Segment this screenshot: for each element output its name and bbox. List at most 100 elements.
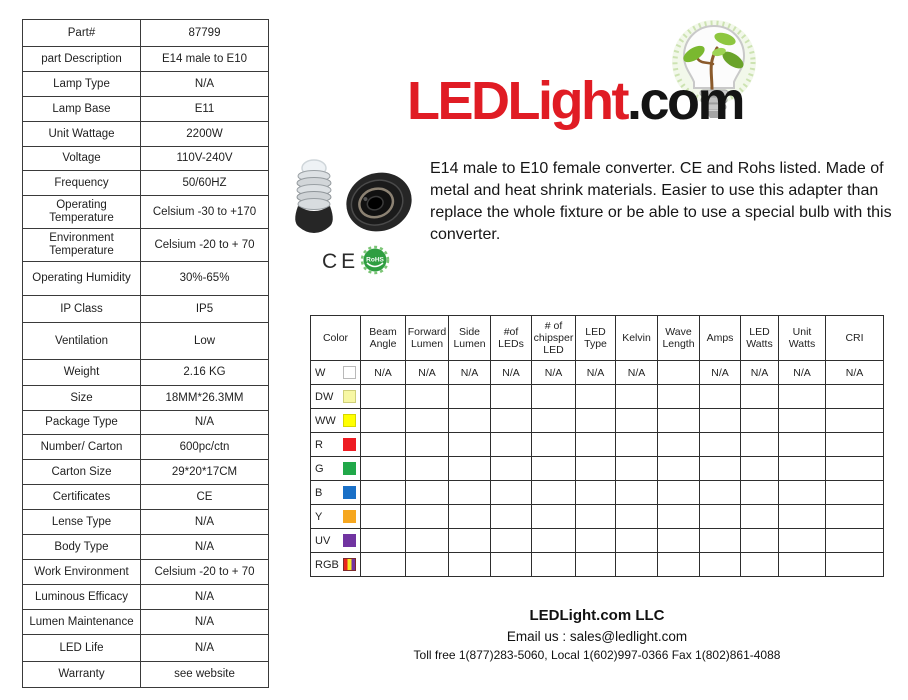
spec-value: 2.16 KG: [183, 366, 226, 378]
spec-table: Part# 87799 part Description E14 male to E1…: [22, 19, 269, 688]
color-table-header-cell: Beam Angle: [360, 315, 406, 361]
spec-row: Size 18MM*26.3MM: [23, 385, 268, 410]
color-table-value-cell: [657, 456, 700, 481]
color-table-value-cell: [405, 408, 449, 433]
color-table-value-cell: [360, 552, 406, 577]
product-photo: CE RoHS: [295, 159, 412, 275]
color-table-row: B: [310, 480, 884, 505]
color-table-body: W N/A N/A N/A N/A N/A N/A N/A N/A N/A N/A N/A DW WW R G…: [310, 360, 884, 577]
spec-row: Lamp Type N/A: [23, 71, 268, 96]
color-table-value-cell: [575, 480, 616, 505]
color-table-value-cell: [490, 552, 532, 577]
color-table-value-cell: N/A: [360, 360, 406, 385]
color-table-value-cell: [360, 528, 406, 553]
color-table-value-cell: [360, 432, 406, 457]
color-table-value-cell: [575, 456, 616, 481]
color-table-value-cell: [615, 504, 658, 529]
color-table-header-cell: LED Watts: [740, 315, 779, 361]
color-table-value-cell: [615, 432, 658, 457]
color-code-cell: G: [310, 456, 361, 481]
color-swatch: [343, 486, 356, 499]
color-code-cell: Y: [310, 504, 361, 529]
color-table-value-cell: [575, 408, 616, 433]
brand-name-dark: .com: [626, 71, 746, 131]
spec-row: Warranty see website: [23, 661, 268, 687]
color-table-row: Y: [310, 504, 884, 529]
color-table-value-cell: [740, 384, 779, 409]
spec-value: 29*20*17CM: [171, 465, 238, 478]
color-table-value-cell: [615, 408, 658, 433]
spec-value: N/A: [194, 590, 215, 603]
color-table-value-cell: [657, 384, 700, 409]
spec-value: 2200W: [186, 127, 223, 140]
color-table-value-cell: [778, 432, 826, 457]
spec-value: 30%-65%: [179, 272, 230, 284]
color-table-value-cell: [699, 552, 741, 577]
footer-email-line: Email us : sales@ledlight.com: [506, 629, 688, 644]
spec-row: Body Type N/A: [23, 534, 268, 559]
color-table-value-cell: [699, 528, 741, 553]
color-table-value-cell: [778, 408, 826, 433]
spec-row: Ventilation Low: [23, 322, 268, 359]
color-table-header-row: Color Beam Angle Forward Lumen Side Lumen #o…: [310, 315, 884, 361]
color-table-header-cell: LED Type: [575, 315, 616, 361]
color-code-label: W: [315, 366, 326, 379]
color-table-value-cell: [615, 552, 658, 577]
spec-row: IP Class IP5: [23, 295, 268, 322]
brand-name-red: LEDLight: [407, 71, 629, 131]
color-table-row: WW: [310, 408, 884, 433]
color-table-head: Color Beam Angle Forward Lumen Side Lumen #o…: [310, 315, 884, 361]
color-table-value-cell: [825, 552, 884, 577]
color-code-label: G: [315, 462, 324, 475]
color-code-label: R: [315, 438, 323, 451]
color-table-value-cell: [448, 480, 491, 505]
color-table-value-cell: [657, 360, 700, 385]
spec-value: E14 male to E10: [161, 52, 248, 65]
color-table-value-cell: [657, 504, 700, 529]
spec-value: 87799: [188, 26, 221, 39]
spec-row: Operating Humidity 30%-65%: [23, 261, 268, 295]
color-table-value-cell: [360, 480, 406, 505]
color-table-value-cell: [405, 504, 449, 529]
color-table-value-cell: N/A: [778, 360, 826, 385]
spec-value: N/A: [194, 77, 215, 90]
color-table-value-cell: [778, 528, 826, 553]
spec-row: Work Environment Celsium -20 to + 70: [23, 559, 268, 584]
brand-logo-text: LEDLight.com: [407, 71, 746, 131]
color-table-value-cell: N/A: [699, 360, 741, 385]
spec-label: Luminous Efficacy: [23, 585, 141, 609]
color-table-header-cell: Color: [310, 315, 361, 361]
color-table-header-cell: Kelvin: [615, 315, 658, 361]
spec-label: Warranty: [23, 662, 141, 687]
color-table-value-cell: [448, 552, 491, 577]
spec-row: Carton Size 29*20*17CM: [23, 459, 268, 484]
spec-label: Environment Temperature: [23, 229, 141, 261]
color-code-label: B: [315, 486, 323, 499]
color-table-value-cell: [740, 528, 779, 553]
color-table-value-cell: N/A: [448, 360, 491, 385]
color-table-value-cell: [490, 504, 532, 529]
color-table-value-cell: [531, 504, 576, 529]
spec-value: 18MM*26.3MM: [165, 391, 244, 404]
color-table-value-cell: N/A: [615, 360, 658, 385]
color-table-value-cell: [657, 408, 700, 433]
color-table-value-cell: [575, 552, 616, 577]
color-swatch: [343, 390, 356, 403]
svg-text:RoHS: RoHS: [366, 257, 384, 264]
color-table-row: W N/A N/A N/A N/A N/A N/A N/A N/A N/A N/A N/A: [310, 360, 884, 385]
spec-label: Frequency: [23, 171, 141, 195]
color-table-value-cell: [531, 480, 576, 505]
color-table-value-cell: [778, 456, 826, 481]
color-table-value-cell: [575, 528, 616, 553]
color-table-header-cell: Unit Watts: [778, 315, 826, 361]
color-table-value-cell: [448, 456, 491, 481]
color-table-value-cell: N/A: [740, 360, 779, 385]
spec-row: Lumen Maintenance N/A: [23, 609, 268, 634]
product-description: E14 male to E10 female converter. CE and…: [430, 160, 892, 243]
color-table-value-cell: [699, 384, 741, 409]
spec-value: 50/60HZ: [182, 176, 227, 189]
color-table-value-cell: [531, 552, 576, 577]
color-table-value-cell: [778, 552, 826, 577]
spec-label: Lamp Base: [23, 97, 141, 121]
